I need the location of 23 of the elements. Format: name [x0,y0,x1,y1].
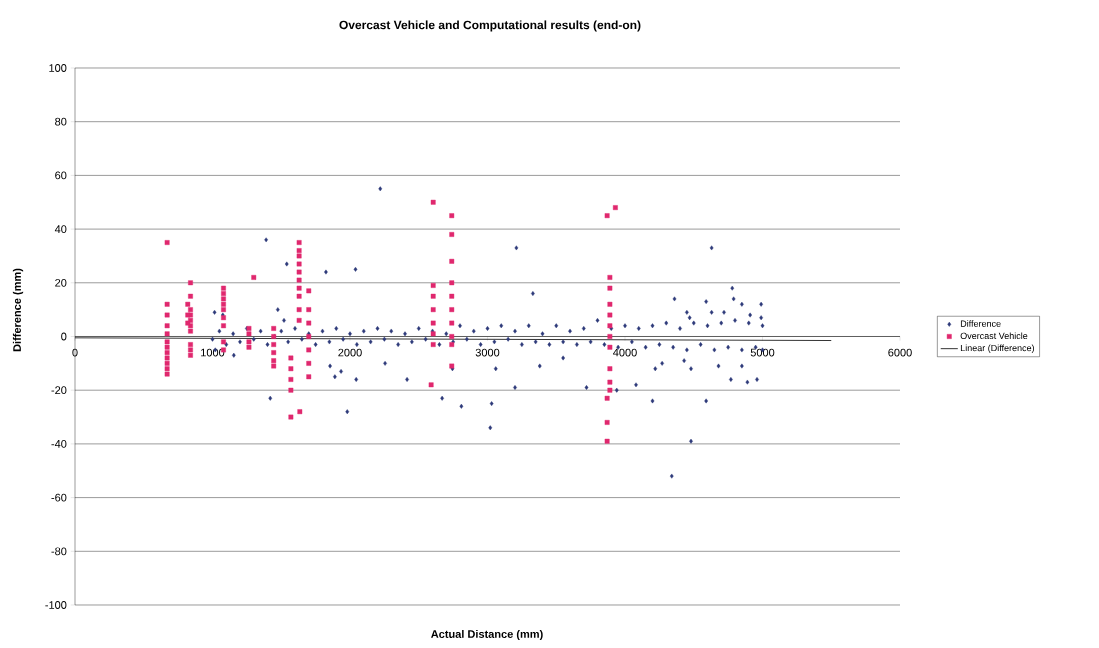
x-tick-label: 5000 [750,348,775,357]
legend-label: Difference [960,320,1001,327]
legend-label: Linear (Difference) [960,344,1035,353]
y-tick-label: -100 [45,601,67,609]
x-tick-label: 6000 [888,348,912,357]
y-tick-label: 80 [55,117,67,126]
x-tick-label: 2000 [338,348,362,357]
y-tick-label: 100 [49,64,67,72]
y-tick-label: -40 [51,440,67,448]
y-tick-label: 20 [55,278,67,287]
x-tick-label: 0 [72,348,78,357]
y-tick-label: -60 [51,493,67,502]
y-tick-label: 40 [54,225,67,233]
x-axis-title: Actual Distance (mm) [431,629,543,641]
y-tick-label: 60 [55,171,67,180]
y-tick-label: -80 [51,547,67,556]
chart-title: Overcast Vehicle and Computational results (end-on) [339,20,641,32]
legend-label: Overcast Vehicle [960,332,1028,340]
x-tick-label: 3000 [475,348,500,357]
x-tick-label: 4000 [613,348,637,357]
y-tick-label: 0 [61,332,67,341]
y-tick-label: -20 [51,386,67,395]
y-axis-title: Difference (mm) [12,268,24,352]
